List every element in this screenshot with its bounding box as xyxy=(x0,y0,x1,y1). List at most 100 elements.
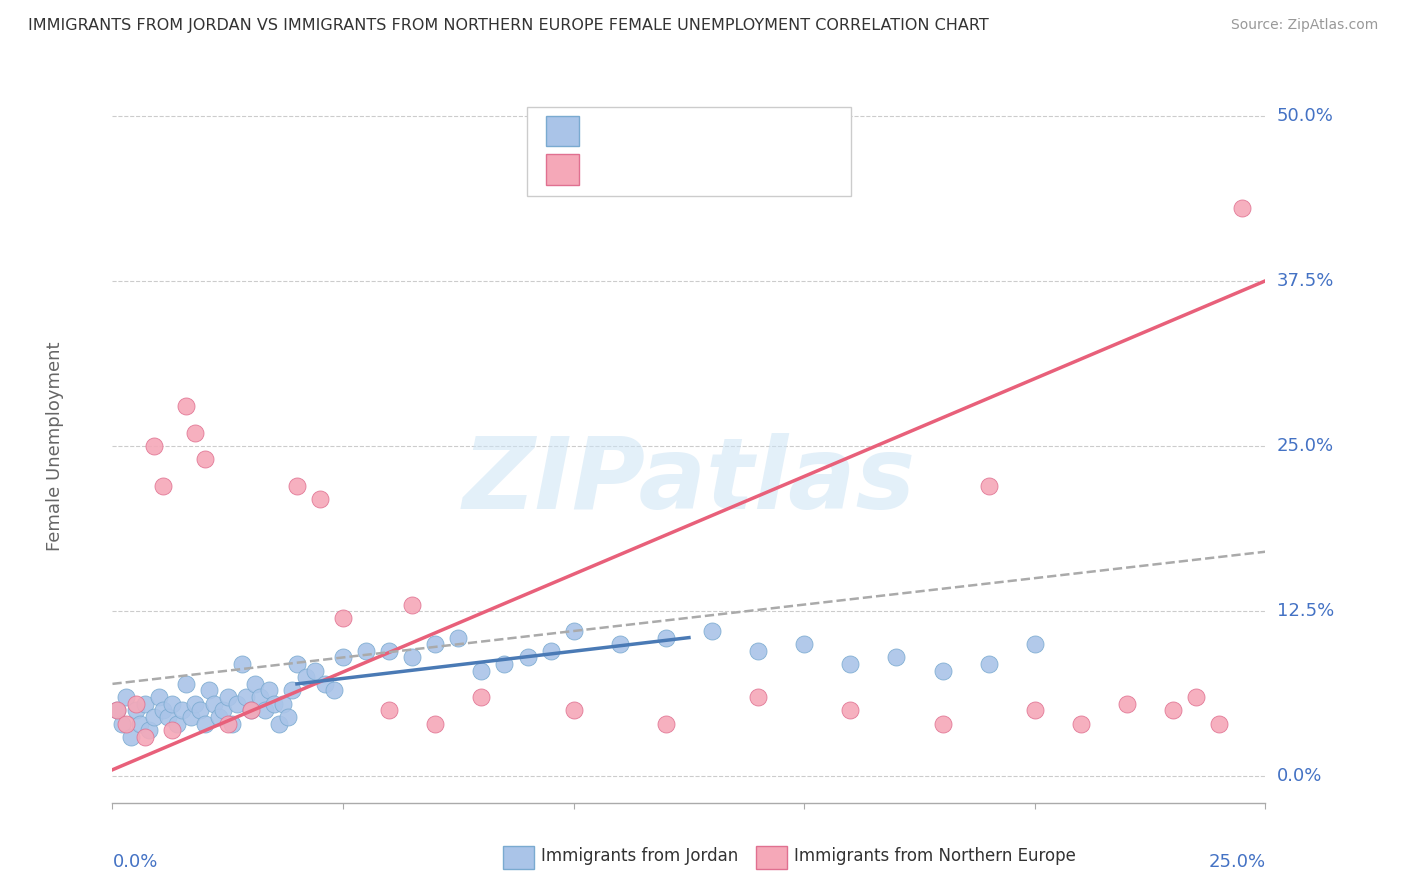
Point xyxy=(562,703,585,717)
Text: 12.5%: 12.5% xyxy=(1277,602,1334,620)
Point xyxy=(562,624,585,638)
Text: Source: ZipAtlas.com: Source: ZipAtlas.com xyxy=(1230,18,1378,32)
Point xyxy=(609,637,631,651)
Point xyxy=(401,650,423,665)
Point xyxy=(470,690,492,704)
Point xyxy=(170,703,193,717)
Point xyxy=(162,723,184,738)
Point xyxy=(217,716,239,731)
Text: ZIPatlas: ZIPatlas xyxy=(463,434,915,530)
Point xyxy=(207,710,229,724)
Point xyxy=(124,703,146,717)
Point xyxy=(470,664,492,678)
Point xyxy=(285,657,308,671)
Point xyxy=(1024,703,1046,717)
Point xyxy=(1024,637,1046,651)
Point xyxy=(105,703,128,717)
Text: 0.0%: 0.0% xyxy=(112,853,157,871)
Point xyxy=(259,683,281,698)
Point xyxy=(747,644,769,658)
Text: Immigrants from Jordan: Immigrants from Jordan xyxy=(541,847,738,865)
Point xyxy=(1161,703,1184,717)
Point xyxy=(977,657,1000,671)
Text: IMMIGRANTS FROM JORDAN VS IMMIGRANTS FROM NORTHERN EUROPE FEMALE UNEMPLOYMENT CO: IMMIGRANTS FROM JORDAN VS IMMIGRANTS FRO… xyxy=(28,18,988,33)
Point xyxy=(134,697,156,711)
Point xyxy=(148,690,170,704)
Point xyxy=(931,664,953,678)
Text: 37.5%: 37.5% xyxy=(1277,272,1334,290)
Point xyxy=(162,697,184,711)
Point xyxy=(180,710,202,724)
Point xyxy=(1232,201,1254,215)
Point xyxy=(977,478,1000,492)
Point xyxy=(263,697,285,711)
Point xyxy=(194,452,217,467)
Point xyxy=(184,697,207,711)
Point xyxy=(129,716,152,731)
Point xyxy=(239,703,262,717)
Text: Female Unemployment: Female Unemployment xyxy=(46,342,63,550)
Point xyxy=(111,716,134,731)
Point xyxy=(540,644,562,658)
Point xyxy=(886,650,908,665)
Point xyxy=(314,677,336,691)
Point xyxy=(700,624,723,638)
Point xyxy=(447,631,470,645)
Point xyxy=(124,697,146,711)
Point xyxy=(285,478,308,492)
Point xyxy=(166,716,188,731)
Point xyxy=(253,703,276,717)
Point xyxy=(494,657,516,671)
Point xyxy=(115,690,138,704)
Point xyxy=(221,716,243,731)
Point xyxy=(655,631,678,645)
Point xyxy=(931,716,953,731)
Point xyxy=(152,703,174,717)
Point xyxy=(202,697,225,711)
Point xyxy=(281,683,304,698)
Point xyxy=(267,716,290,731)
Point xyxy=(174,400,197,414)
Point xyxy=(401,598,423,612)
Text: 50.0%: 50.0% xyxy=(1277,107,1333,125)
Point xyxy=(1116,697,1139,711)
Point xyxy=(134,730,156,744)
Point xyxy=(239,703,262,717)
Point xyxy=(425,637,447,651)
Point xyxy=(793,637,815,651)
Point xyxy=(249,690,271,704)
Point xyxy=(425,716,447,731)
Point xyxy=(143,439,166,453)
Text: 25.0%: 25.0% xyxy=(1208,853,1265,871)
Point xyxy=(332,611,354,625)
Point xyxy=(138,723,160,738)
Text: 25.0%: 25.0% xyxy=(1277,437,1334,455)
Point xyxy=(212,703,235,717)
Point xyxy=(120,730,142,744)
Point xyxy=(231,657,253,671)
Point xyxy=(322,683,344,698)
Point xyxy=(277,710,299,724)
Point xyxy=(156,710,179,724)
Point xyxy=(143,710,166,724)
Point xyxy=(198,683,221,698)
Point xyxy=(354,644,377,658)
Point xyxy=(304,664,326,678)
Point xyxy=(332,650,354,665)
Point xyxy=(152,478,174,492)
Point xyxy=(516,650,538,665)
Point xyxy=(295,670,318,684)
Point xyxy=(378,703,401,717)
Point xyxy=(655,716,678,731)
Point xyxy=(1070,716,1092,731)
Point xyxy=(747,690,769,704)
Point xyxy=(235,690,257,704)
Point xyxy=(1185,690,1208,704)
Point xyxy=(271,697,294,711)
Point xyxy=(188,703,211,717)
Text: R = 0.274    N = 65: R = 0.274 N = 65 xyxy=(591,121,797,141)
Point xyxy=(226,697,249,711)
Point xyxy=(174,677,197,691)
Point xyxy=(217,690,239,704)
Text: 0.0%: 0.0% xyxy=(1277,767,1322,785)
